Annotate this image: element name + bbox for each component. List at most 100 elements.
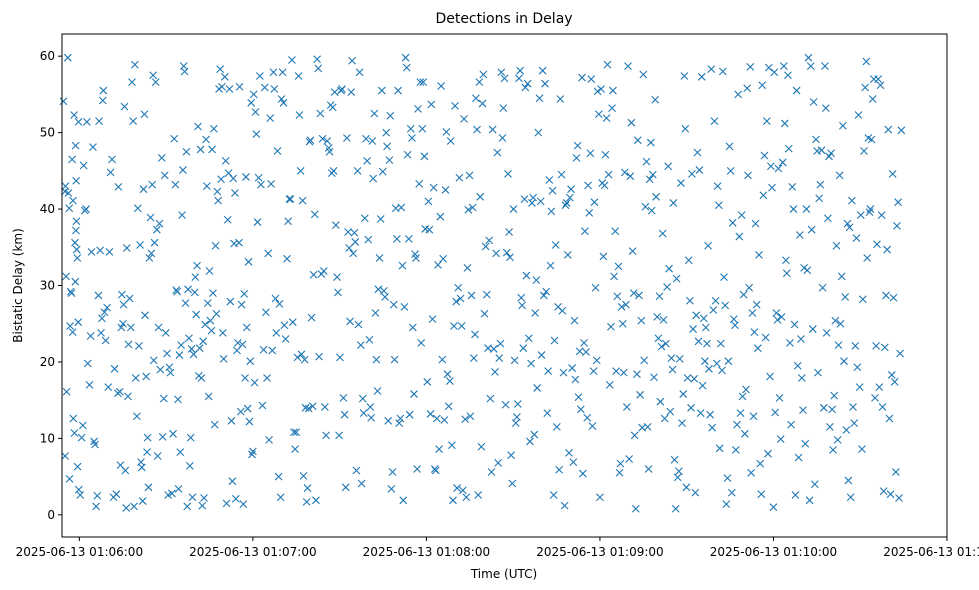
data-point-377 <box>427 100 436 109</box>
data-point-287 <box>330 88 339 96</box>
data-point-452 <box>509 205 518 213</box>
data-point-153 <box>196 145 205 154</box>
data-point-314 <box>359 409 368 418</box>
data-point-740 <box>821 62 829 70</box>
y-tick-label-0: 0 <box>47 508 55 522</box>
data-point-454 <box>511 419 520 427</box>
data-point-662 <box>736 409 745 418</box>
data-point-586 <box>654 334 663 343</box>
data-point-422 <box>476 192 485 201</box>
data-point-658 <box>731 445 740 454</box>
data-point-24 <box>72 176 81 185</box>
data-point-755 <box>836 319 845 328</box>
data-point-774 <box>858 445 866 453</box>
data-point-75 <box>122 244 131 252</box>
data-point-78 <box>125 294 134 303</box>
data-point-783 <box>867 135 876 144</box>
data-point-140 <box>185 334 193 343</box>
data-point-53 <box>99 86 108 95</box>
data-point-99 <box>145 254 154 262</box>
data-point-48 <box>95 117 103 126</box>
x-axis-label: Time (UTC) <box>470 567 537 581</box>
data-point-732 <box>812 135 820 144</box>
data-point-671 <box>746 62 755 71</box>
data-point-787 <box>872 342 881 350</box>
data-point-311 <box>356 341 365 350</box>
data-point-131 <box>177 341 186 350</box>
data-point-331 <box>377 86 386 95</box>
data-point-796 <box>882 291 890 300</box>
data-point-244 <box>284 217 293 226</box>
data-point-27 <box>71 226 80 235</box>
x-tick-label-1: 2025-06-13 01:07:00 <box>189 545 316 559</box>
data-point-617 <box>688 170 696 178</box>
data-point-598 <box>667 354 676 363</box>
data-point-541 <box>605 380 614 389</box>
data-point-484 <box>544 367 553 376</box>
data-point-684 <box>760 151 769 160</box>
data-point-83 <box>130 60 139 69</box>
data-point-760 <box>842 426 851 434</box>
data-point-549 <box>614 262 623 271</box>
data-point-532 <box>596 493 604 502</box>
data-point-302 <box>347 88 356 96</box>
data-point-261 <box>302 497 311 506</box>
data-point-550 <box>615 468 624 477</box>
y-tick-label-1: 10 <box>40 431 55 445</box>
x-tick-label-5: 2025-06-13 01:11:00 <box>883 545 979 559</box>
data-point-763 <box>845 223 854 232</box>
data-point-791 <box>876 81 885 90</box>
data-point-97 <box>143 433 152 442</box>
data-point-309 <box>354 320 363 329</box>
data-point-710 <box>788 182 797 191</box>
data-point-793 <box>878 403 887 411</box>
data-point-653 <box>726 166 735 175</box>
data-point-750 <box>831 316 840 325</box>
data-point-320 <box>366 403 375 411</box>
data-point-510 <box>572 153 581 162</box>
data-point-533 <box>597 85 605 93</box>
data-point-36 <box>82 205 90 213</box>
data-point-446 <box>502 248 511 257</box>
data-point-117 <box>163 349 171 358</box>
data-point-751 <box>832 241 841 250</box>
data-point-167 <box>209 289 217 298</box>
data-point-56 <box>103 303 112 312</box>
data-point-596 <box>665 264 673 273</box>
data-point-369 <box>418 124 427 133</box>
data-point-37 <box>82 118 91 126</box>
data-point-389 <box>440 416 449 424</box>
data-point-345 <box>393 234 401 243</box>
data-point-412 <box>465 171 474 180</box>
data-point-328 <box>374 285 383 294</box>
data-point-615 <box>685 296 694 305</box>
data-point-661 <box>735 232 744 241</box>
data-point-209 <box>247 98 256 107</box>
data-point-392 <box>443 370 452 379</box>
data-point-229 <box>268 346 277 355</box>
data-point-316 <box>362 134 370 143</box>
data-point-727 <box>806 62 815 70</box>
data-point-784 <box>868 95 877 103</box>
data-point-543 <box>608 104 616 113</box>
data-point-651 <box>724 357 733 366</box>
data-point-280 <box>323 137 332 145</box>
data-point-759 <box>841 293 850 301</box>
data-point-538 <box>602 114 611 122</box>
data-point-677 <box>752 300 761 309</box>
x-tick-label-3: 2025-06-13 01:09:00 <box>536 545 663 559</box>
y-axis-label: Bistatic Delay (km) <box>11 228 25 343</box>
data-point-218 <box>255 72 264 80</box>
data-point-206 <box>244 257 253 266</box>
data-point-676 <box>751 219 760 228</box>
data-point-581 <box>648 170 657 179</box>
data-point-270 <box>312 496 320 505</box>
data-point-513 <box>575 347 584 356</box>
data-point-4 <box>62 387 71 396</box>
data-point-417 <box>471 330 479 339</box>
data-point-584 <box>652 192 660 201</box>
data-point-545 <box>610 272 619 281</box>
data-point-254 <box>295 111 304 119</box>
data-point-540 <box>604 170 613 179</box>
data-point-715 <box>793 361 802 370</box>
